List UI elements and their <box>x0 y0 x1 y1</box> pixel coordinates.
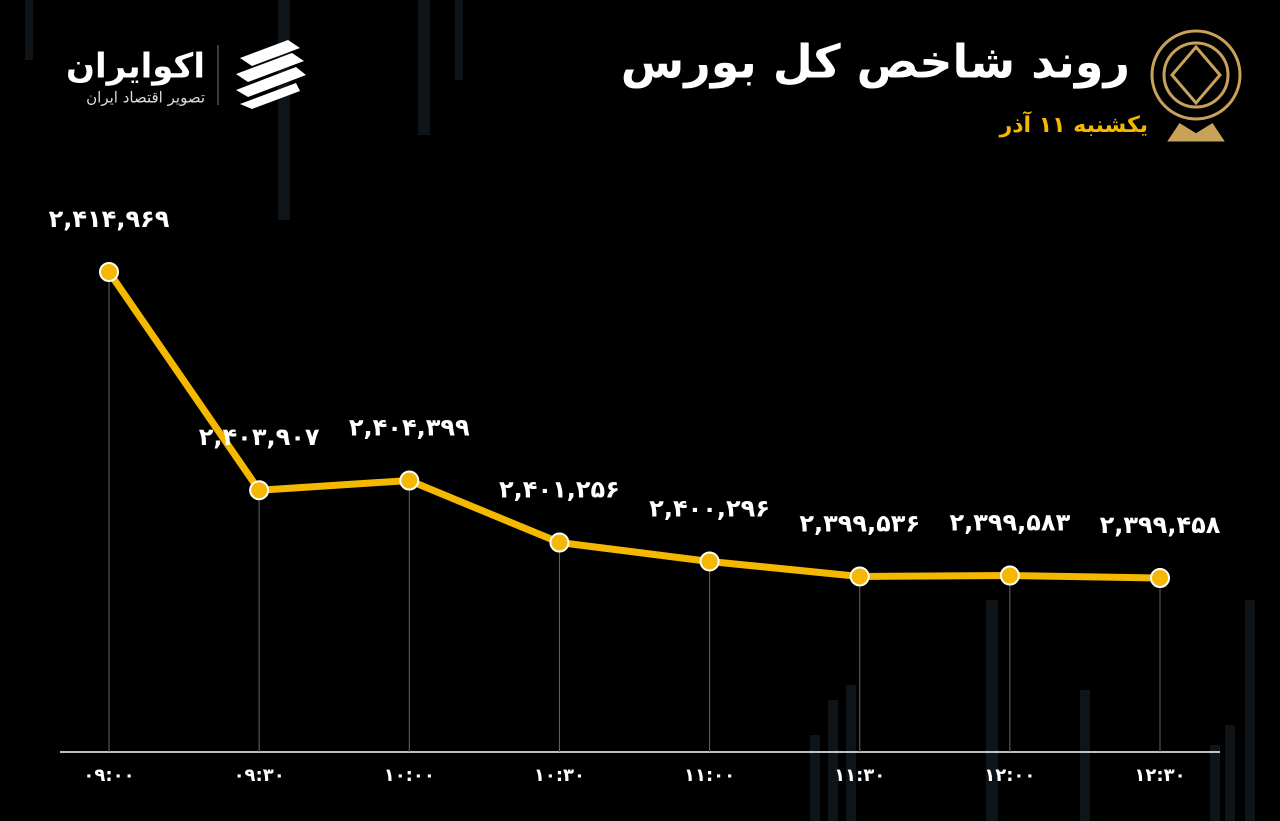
point <box>549 532 570 553</box>
value-label: ۲,۴۰۱,۲۵۶ <box>499 476 620 504</box>
x-tick-label: ۱۰:۰۰ <box>384 765 435 786</box>
value-label: ۲,۳۹۹,۵۸۳ <box>949 509 1070 537</box>
emblem <box>1150 29 1242 142</box>
value-label: ۲,۴۰۴,۳۹۹ <box>349 414 470 442</box>
x-tick-label: ۱۲:۰۰ <box>984 765 1035 786</box>
x-tick-label: ۱۲:۳۰ <box>1134 765 1185 786</box>
brand: اکوایران <box>66 47 205 87</box>
value-label: ۲,۴۰۰,۲۹۶ <box>649 494 770 522</box>
point <box>1150 568 1170 588</box>
point <box>999 565 1020 586</box>
value-label: ۲,۳۹۹,۴۵۸ <box>1100 511 1221 539</box>
point <box>849 566 870 587</box>
x-tick-label: ۱۰:۳۰ <box>534 765 585 786</box>
x-tick-label: ۱۱:۳۰ <box>834 765 885 786</box>
decor-bars <box>25 0 1255 821</box>
x-tick-label: ۰۹:۰۰ <box>83 765 134 786</box>
x-tick-label: ۰۹:۳۰ <box>234 765 285 786</box>
chart-title: روند شاخص کل بورس <box>621 35 1130 89</box>
x-tick-label: ۱۱:۰۰ <box>684 765 735 786</box>
value-label: ۲,۴۰۳,۹۰۷ <box>199 423 320 451</box>
point <box>99 262 119 282</box>
chart-subtitle: یکشنبه ۱۱ آذر <box>999 110 1148 138</box>
brand-tagline: تصویر اقتصاد ایران <box>86 89 205 107</box>
line <box>106 270 1161 582</box>
value-label: ۲,۳۹۹,۵۳۶ <box>799 509 920 537</box>
value-label: ۲,۴۱۴,۹۶۹ <box>49 205 170 233</box>
point <box>249 480 270 501</box>
logo-icon <box>236 40 306 109</box>
point <box>399 470 420 491</box>
point <box>699 551 720 572</box>
